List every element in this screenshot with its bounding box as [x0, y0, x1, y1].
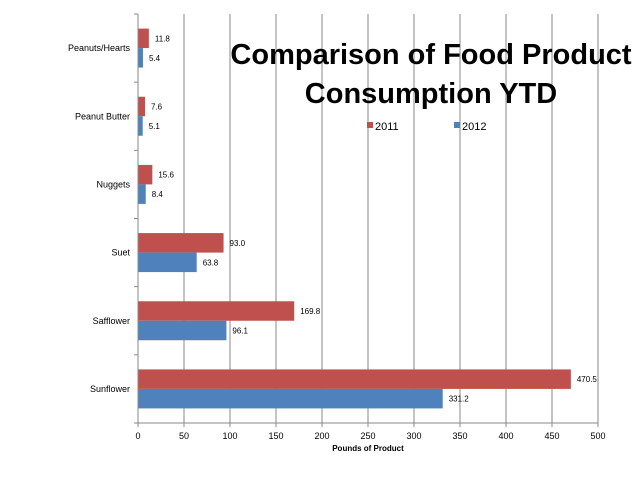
bar-sunflower-2012	[138, 388, 443, 409]
x-tick-label-50: 50	[179, 431, 189, 441]
category-label-peanut-butter: Peanut Butter	[75, 111, 130, 121]
bar-sunflower-2011	[138, 369, 571, 389]
x-axis-title: Pounds of Product	[332, 444, 404, 453]
x-tick-label-0: 0	[135, 431, 140, 441]
x-tick-label-300: 300	[406, 431, 421, 441]
data-label-peanuts-hearts-2011: 11.8	[155, 34, 171, 43]
legend: 2011 2012	[367, 121, 486, 133]
data-label-nuggets-2011: 15.6	[158, 171, 174, 180]
bar-safflower-2011	[138, 301, 295, 321]
data-label-suet-2012: 63.8	[203, 258, 219, 267]
legend-label-2012: 2012	[462, 121, 486, 133]
x-tick-label-150: 150	[268, 431, 283, 441]
x-tick-label-200: 200	[314, 431, 329, 441]
axes	[134, 13, 598, 424]
chart-title-line-2: Consumption YTD	[305, 78, 557, 110]
x-tick-label-350: 350	[452, 431, 467, 441]
category-label-safflower: Safflower	[93, 316, 130, 326]
bar-peanuts-hearts-2011	[138, 28, 149, 49]
data-label-suet-2011: 93.0	[230, 239, 246, 248]
data-label-safflower-2012: 96.1	[232, 327, 248, 336]
x-tick-label-500: 500	[590, 431, 605, 441]
x-tick-label-450: 450	[544, 431, 559, 441]
bar-suet-2011	[138, 233, 224, 253]
bar-nuggets-2012	[138, 184, 146, 204]
x-tick-labels: 0 50 100 150 200 250 300 350 400 450 500	[135, 423, 606, 441]
data-label-peanut-butter-2012: 5.1	[149, 122, 161, 131]
bar-nuggets-2011	[138, 164, 153, 185]
data-label-nuggets-2012: 8.4	[152, 190, 164, 199]
legend-label-2011: 2011	[375, 121, 399, 133]
data-labels: 11.8 5.4 7.6 5.1 15.6 8.4 93.0 63.8 169.8 96.1 470…	[149, 34, 598, 403]
category-label-nuggets: Nuggets	[96, 179, 130, 189]
category-label-peanuts-hearts: Peanuts/Hearts	[68, 43, 131, 53]
data-label-sunflower-2012: 331.2	[449, 395, 470, 404]
bars	[138, 28, 571, 409]
x-tick-label-100: 100	[222, 431, 237, 441]
bar-safflower-2012	[138, 320, 227, 341]
bar-peanuts-hearts-2012	[138, 48, 143, 68]
gridlines	[183, 14, 599, 423]
x-tick-label-400: 400	[498, 431, 513, 441]
bar-suet-2012	[138, 252, 197, 273]
category-label-suet: Suet	[111, 248, 130, 258]
legend-swatch-2012	[454, 122, 460, 128]
chart-title-line-1: Comparison of Food Product	[230, 39, 631, 71]
bar-peanut-butter-2012	[138, 116, 143, 136]
bar-peanut-butter-2011	[138, 96, 145, 117]
category-label-sunflower: Sunflower	[90, 384, 130, 394]
category-labels: Peanuts/Hearts Peanut Butter Nuggets Suet Sa…	[68, 43, 131, 394]
x-tick-label-250: 250	[360, 431, 375, 441]
data-label-peanuts-hearts-2012: 5.4	[149, 54, 161, 63]
data-label-safflower-2011: 169.8	[300, 307, 321, 316]
data-label-peanut-butter-2011: 7.6	[151, 103, 163, 112]
legend-swatch-2011	[367, 122, 373, 128]
data-label-sunflower-2011: 470.5	[577, 375, 598, 384]
